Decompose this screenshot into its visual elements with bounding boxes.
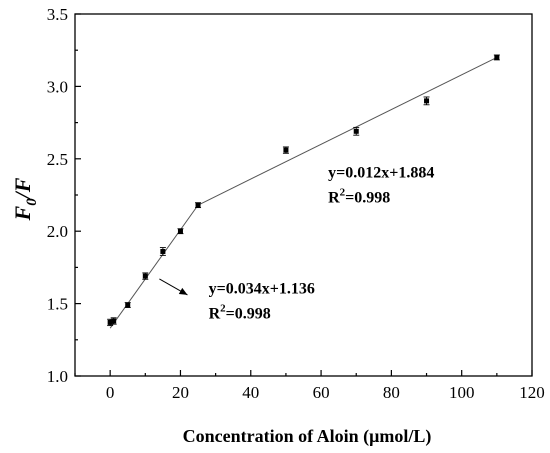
data-point [353,126,360,136]
y-tick-label: 3.0 [47,77,68,96]
point-marker [424,98,430,104]
fit-line [109,204,199,329]
equation-text: y=0.012x+1.884 [328,165,434,182]
point-marker [111,318,117,324]
y-axis-title-main: F [10,205,35,221]
x-tick-label: 80 [383,383,400,402]
data-point [423,96,430,106]
equation-text: y=0.034x+1.136 [209,280,315,297]
x-tick-label: 20 [172,383,189,402]
fit-equation: y=0.034x+1.136 R2=0.998 [209,280,315,322]
r-squared-text: R2=0.998 [209,302,271,322]
x-axis-title: Concentration of Aloin (μmol/L) [183,426,432,447]
point-marker [107,319,113,325]
point-marker [353,128,359,134]
data-point [177,228,184,235]
data-point [124,302,131,308]
y-tick-label: 3.5 [47,5,68,24]
y-tick-label: 2.0 [47,222,68,241]
ticks: 0 20 40 60 80 100 120 1.0 1.5 2.0 2.5 3.0 3.5 [47,5,545,402]
y-axis-title-tail: /F [10,177,35,200]
data-point [195,202,202,209]
annotation-arrow [159,278,188,296]
x-tick-label: 120 [519,383,545,402]
point-marker [125,302,131,308]
y-tick-label: 1.5 [47,295,68,314]
r-squared-text: R2=0.998 [328,187,390,207]
point-marker [142,273,148,279]
data-point [142,272,149,280]
data-points [107,54,500,327]
point-marker [160,248,166,254]
x-tick-label: 0 [106,383,115,402]
point-marker [195,202,201,208]
annotations: y=0.034x+1.136 R2=0.998 y=0.012x+1.884 R2=0… [159,165,434,322]
data-point [110,317,117,325]
axes [74,13,533,377]
data-point [493,54,500,61]
y-axis-title: F0/F [10,177,40,221]
y-axis-title-sub: 0 [24,198,40,206]
y-tick-label: 1.0 [47,367,68,386]
x-tick-label: 60 [313,383,330,402]
fit-equation: y=0.012x+1.884 R2=0.998 [328,165,434,207]
data-point [282,146,289,154]
data-point [159,247,166,256]
fit-line [197,56,498,206]
x-tick-label: 40 [242,383,259,402]
y-tick-label: 2.5 [47,150,68,169]
x-tick-label: 100 [449,383,475,402]
plot-frame [74,13,533,377]
point-marker [177,228,183,234]
arrow-head [178,287,188,295]
point-marker [494,54,500,60]
point-marker [283,147,289,153]
